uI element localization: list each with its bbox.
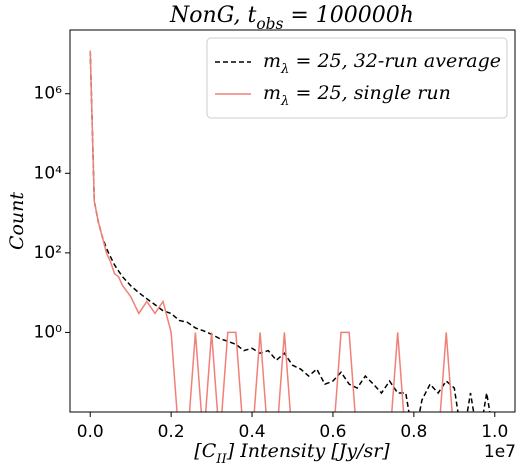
y-tick-label: 10⁴ [34,163,63,183]
x-offset-label: 1e7 [484,442,516,462]
x-tick-label: 0.2 [158,422,185,442]
y-tick-label: 10⁶ [34,84,63,104]
x-tick-label: 0.8 [400,422,427,442]
x-tick-label: 0.4 [239,422,266,442]
plot-frame [69,29,516,413]
y-tick-label: 10⁰ [34,322,63,342]
legend-box [206,37,508,119]
data-line [89,50,491,412]
data-line [89,50,453,412]
plot-area [89,50,491,412]
x-tick-label: 0.6 [319,422,346,442]
y-tick-label: 10² [34,243,62,263]
x-axis-label: [CII] Intensity [Jy/sr] [194,440,390,467]
chart-title: NonG, tobs = 100000h [169,3,414,33]
x-tick-label: 0.0 [77,422,104,442]
x-tick-label: 1.0 [481,422,508,442]
y-axis-label: Count [6,192,28,250]
